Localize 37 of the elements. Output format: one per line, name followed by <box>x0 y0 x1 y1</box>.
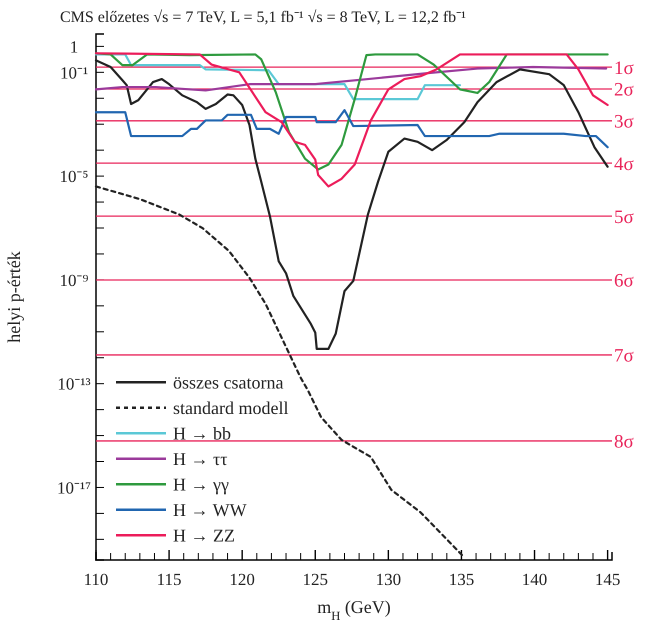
x-tick-label: 130 <box>376 570 402 590</box>
x-tick-label: 115 <box>156 570 182 590</box>
legend-label: standard modell <box>173 398 288 418</box>
line-series <box>94 59 609 350</box>
y-tick-label: 10⁻¹⁷ <box>56 478 92 498</box>
y-tick-label: 1 <box>70 37 78 56</box>
legend-label: H → ττ <box>173 449 228 470</box>
ref-line-label: 5σ <box>614 206 634 228</box>
y-axis-title: helyi p-érték <box>4 251 24 343</box>
ref-line-label: 6σ <box>614 270 634 292</box>
line-series <box>94 109 609 148</box>
chart-title: CMS előzetes √s = 7 TeV, L = 5,1 fb⁻¹ √s = 8 TeV, L = 12,2 fb⁻¹ <box>60 9 466 26</box>
legend-label: H → ZZ <box>173 526 235 546</box>
y-tick-label: 10⁻¹³ <box>57 374 91 394</box>
y-tick-label: 10⁻¹ <box>60 63 88 82</box>
x-tick-label: 135 <box>448 570 474 590</box>
x-axis-title: m$_{H}$ (GeV) <box>317 597 391 621</box>
line-series <box>94 185 466 559</box>
legend-label: H → γγ <box>173 474 229 495</box>
ref-line-label: 1σ <box>614 58 634 79</box>
x-tick-label: 140 <box>522 570 548 590</box>
x-tick-label: 110 <box>84 570 108 590</box>
y-tick-label: 10⁻⁵ <box>60 167 89 186</box>
x-tick-label: 125 <box>302 570 328 590</box>
legend-label: H → WW <box>173 500 247 520</box>
ref-line-label: 3σ <box>614 111 634 132</box>
line-series <box>94 66 608 92</box>
ref-line-label: 8σ <box>614 432 634 453</box>
legend-label: H → bb <box>173 424 231 444</box>
legend-label: összes csatorna <box>173 372 284 393</box>
y-tick-label: 10⁻⁹ <box>60 270 89 290</box>
ref-line-label: 7σ <box>614 346 634 367</box>
x-tick-label: 145 <box>594 570 620 590</box>
x-tick-label: 120 <box>229 570 255 590</box>
line-series <box>94 53 462 100</box>
ref-line-label: 4σ <box>614 154 634 175</box>
ref-line-label: 2σ <box>614 80 634 101</box>
